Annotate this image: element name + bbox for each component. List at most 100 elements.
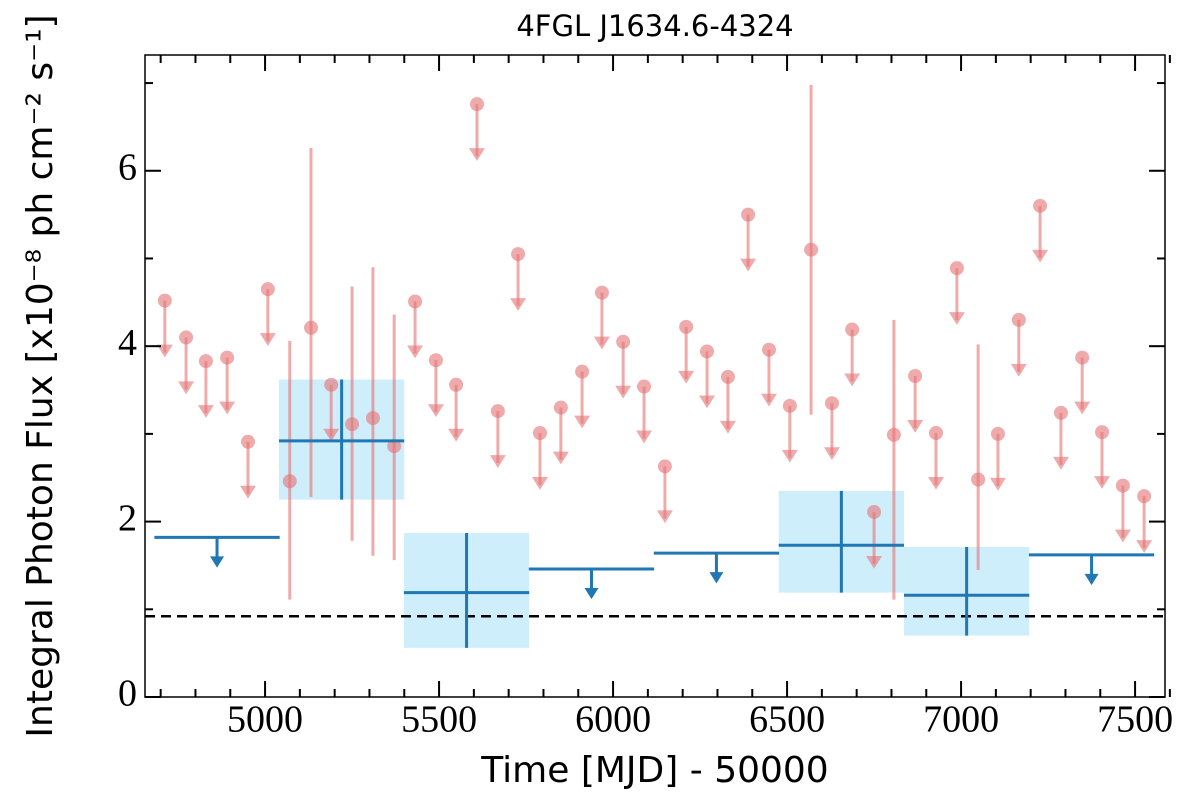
upper-limit-arrow-head [1094, 476, 1111, 489]
upper-limit-arrow-head [219, 401, 236, 415]
upper-limit-arrow-head [531, 477, 548, 490]
upper-limit-arrow-head [615, 385, 632, 399]
data-point [157, 293, 172, 308]
upper-limit-arrow-head [197, 405, 214, 418]
data-point [782, 398, 797, 413]
data-point [449, 377, 464, 392]
plot-frame [144, 54, 1166, 698]
data-point [886, 427, 901, 442]
upper-limit-arrow-head [907, 420, 924, 433]
data-point [1095, 425, 1110, 440]
upper-limit-arrow-head [156, 344, 173, 358]
upper-limit-arrow-head [760, 393, 777, 407]
data-point [1075, 350, 1090, 365]
data-point [845, 322, 860, 337]
upper-limit-arrow-head [699, 395, 716, 409]
upper-limit-arrow-head [656, 510, 673, 524]
data-point [824, 396, 839, 411]
x-axis-label: Time [MJD] - 50000 [480, 750, 828, 791]
upper-limit-arrow-head [636, 430, 653, 444]
data-point [179, 330, 194, 345]
data-point [949, 261, 964, 276]
upper-limit-arrow-head [1136, 540, 1153, 553]
upper-limit-arrow-head [1010, 363, 1027, 377]
upper-limit-arrow-head [259, 333, 276, 346]
data-point [575, 364, 590, 379]
data-point [1033, 198, 1048, 213]
upper-limit-arrow-head [210, 556, 225, 568]
data-point [720, 369, 735, 384]
y-tick-label: 6 [118, 146, 137, 188]
data-point [324, 377, 339, 392]
upper-limit-arrow-head [593, 336, 610, 350]
data-point [657, 459, 672, 474]
x-tick-label: 7000 [923, 699, 999, 741]
data-point [345, 417, 360, 432]
upper-limit-arrow-head [989, 477, 1006, 491]
upper-limit-arrow-head [709, 572, 724, 584]
data-point [804, 242, 819, 257]
data-point [1115, 478, 1130, 493]
data-point [1011, 312, 1026, 327]
data-point [511, 247, 526, 262]
upper-limit-arrow-head [574, 415, 591, 429]
upper-limit-arrow-head [510, 298, 527, 311]
data-point [908, 369, 923, 383]
data-point [679, 319, 694, 334]
data-point [365, 411, 380, 426]
upper-limit-arrow-head [407, 345, 424, 359]
y-tick-label: 4 [118, 322, 137, 364]
data-point [241, 434, 256, 449]
upper-limit-arrow-head [448, 428, 465, 442]
upper-limit-arrow-head [719, 420, 736, 434]
upper-limit-arrow-head [427, 404, 444, 418]
x-tick-label: 6000 [575, 699, 651, 741]
upper-limit-arrow-head [1052, 456, 1069, 470]
data-point [700, 344, 715, 359]
data-point [1137, 489, 1152, 504]
data-point [637, 379, 652, 394]
upper-limit-arrow-head [489, 455, 506, 468]
data-point [741, 207, 756, 222]
data-point [594, 285, 609, 300]
data-point [532, 426, 547, 441]
upper-limit-arrow-head [323, 428, 340, 442]
data-point [761, 342, 776, 357]
y-tick-label: 0 [118, 673, 137, 715]
upper-limit-arrow-head [468, 148, 485, 161]
upper-limit-arrow-head [240, 485, 257, 499]
data-point [282, 474, 297, 489]
upper-limit-arrow-head [178, 381, 195, 395]
chart-title: 4FGL J1634.6-4324 [516, 9, 793, 43]
data-point [553, 400, 568, 415]
upper-limit-arrow-head [740, 258, 757, 272]
upper-limit-arrow-head [781, 449, 798, 463]
x-tick-label: 6500 [749, 699, 825, 741]
upper-limit-arrow-head [552, 451, 569, 465]
data-point [260, 282, 275, 297]
data-point [220, 350, 235, 365]
data-point [303, 320, 318, 335]
upper-limit-arrow-head [1084, 573, 1099, 586]
data-point [198, 354, 213, 369]
x-tick-label: 5000 [227, 699, 303, 741]
data-point [408, 294, 423, 309]
upper-limit-arrow-head [928, 477, 945, 490]
data-point [428, 353, 443, 368]
upper-limit-arrow-head [584, 587, 599, 600]
data-point [971, 472, 986, 487]
y-axis-label: Integral Photon Flux [x10⁻⁸ ph cm⁻² s⁻¹] [20, 14, 61, 737]
upper-limit-arrow-head [678, 370, 695, 384]
upper-limit-arrow-head [948, 312, 965, 325]
data-point [990, 426, 1005, 441]
data-point [616, 334, 631, 349]
x-tick-label: 5500 [401, 699, 477, 741]
data-point [1053, 405, 1068, 420]
data-point [387, 439, 402, 454]
upper-limit-arrow-head [1032, 249, 1049, 263]
y-tick-label: 2 [118, 497, 137, 539]
data-point [867, 504, 882, 519]
upper-limit-arrow-head [1114, 529, 1131, 543]
x-tick-label: 7500 [1097, 699, 1173, 741]
